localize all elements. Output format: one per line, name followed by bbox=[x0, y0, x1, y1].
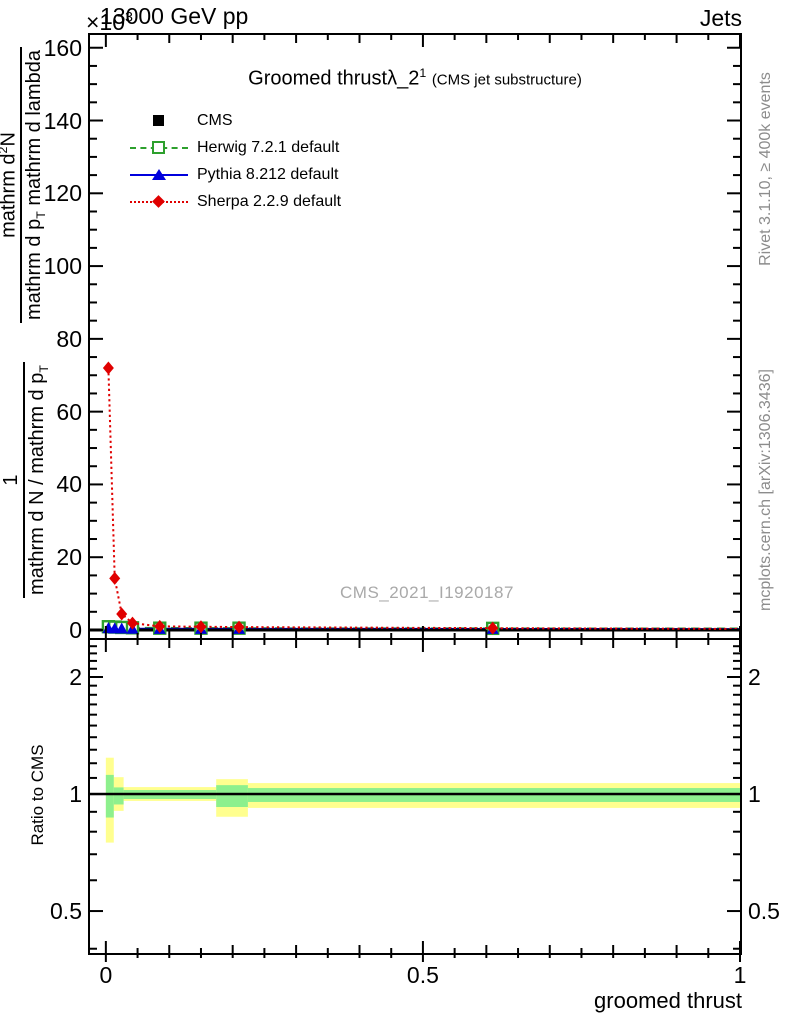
y-axis-upper-denominator: mathrm d pT mathrm d lambda bbox=[20, 47, 54, 323]
mcplots-arxiv-note: mcplots.cern.ch [arXiv:1306.3436] bbox=[757, 369, 774, 611]
main-plot-canvas bbox=[90, 35, 741, 638]
ratio-plot-canvas bbox=[90, 640, 741, 962]
y-axis-label-lower: 1 mathrm d N / mathrm d pT bbox=[0, 335, 56, 625]
legend-item-herwig: Herwig 7.2.1 default bbox=[130, 134, 341, 161]
rivet-version-note: Rivet 3.1.10, ≥ 400k events bbox=[757, 72, 774, 266]
ratio-panel bbox=[88, 638, 742, 962]
legend-item-sherpa: Sherpa 2.2.9 default bbox=[130, 188, 341, 215]
axis-tick-label: 0.5 bbox=[748, 898, 780, 925]
beam-energy-label: 13000 GeV pp bbox=[100, 3, 249, 29]
x-axis-label: groomed thrust bbox=[594, 988, 742, 1013]
axis-tick-label: 0.5 bbox=[50, 898, 82, 925]
legend-label: Herwig 7.2.1 default bbox=[197, 138, 340, 156]
cms-marker-sample bbox=[130, 111, 188, 131]
legend: CMS Herwig 7.2.1 default Pythia 8.212 de… bbox=[130, 107, 341, 215]
legend-item-cms: CMS bbox=[130, 107, 341, 134]
legend-label: Pythia 8.212 default bbox=[197, 165, 339, 183]
filled-triangle-icon bbox=[152, 168, 166, 180]
open-square-icon bbox=[152, 140, 165, 154]
filled-square-icon bbox=[153, 114, 164, 126]
herwig-marker-sample bbox=[130, 138, 188, 158]
axis-tick-label: 0 bbox=[99, 962, 113, 988]
axis-tick-label: 1 bbox=[748, 781, 761, 808]
axis-tick-label: 2 bbox=[748, 663, 761, 690]
axis-tick-label: 1 bbox=[733, 962, 747, 988]
axis-tick-label: 2 bbox=[69, 663, 82, 690]
y-axis-label-upper: mathrm d2N mathrm d pT mathrm d lambda bbox=[0, 35, 54, 335]
watermark-analysis-id: CMS_2021_I1920187 bbox=[340, 583, 514, 602]
legend-item-pythia: Pythia 8.212 default bbox=[130, 161, 341, 188]
sherpa-marker-sample bbox=[130, 192, 188, 212]
axis-tick-label: 0.5 bbox=[406, 962, 439, 988]
main-panel bbox=[88, 33, 742, 640]
y-axis-upper-numerator: mathrm d2N bbox=[0, 132, 20, 238]
legend-label: CMS bbox=[197, 111, 233, 129]
y-axis-lower-numerator: 1 bbox=[0, 474, 22, 486]
y-axis-lower-denominator: mathrm d N / mathrm d pT bbox=[22, 362, 56, 598]
plot-title: Groomed thrustλ_21 (CMS jet substructure… bbox=[248, 66, 582, 90]
pythia-marker-sample bbox=[130, 165, 188, 185]
filled-diamond-icon bbox=[152, 194, 165, 208]
ratio-axis-label: Ratio to CMS bbox=[28, 744, 47, 846]
axis-multiplier: ×103 bbox=[86, 9, 133, 35]
legend-label: Sherpa 2.2.9 default bbox=[197, 192, 342, 210]
analysis-group-label: Jets bbox=[699, 5, 742, 31]
